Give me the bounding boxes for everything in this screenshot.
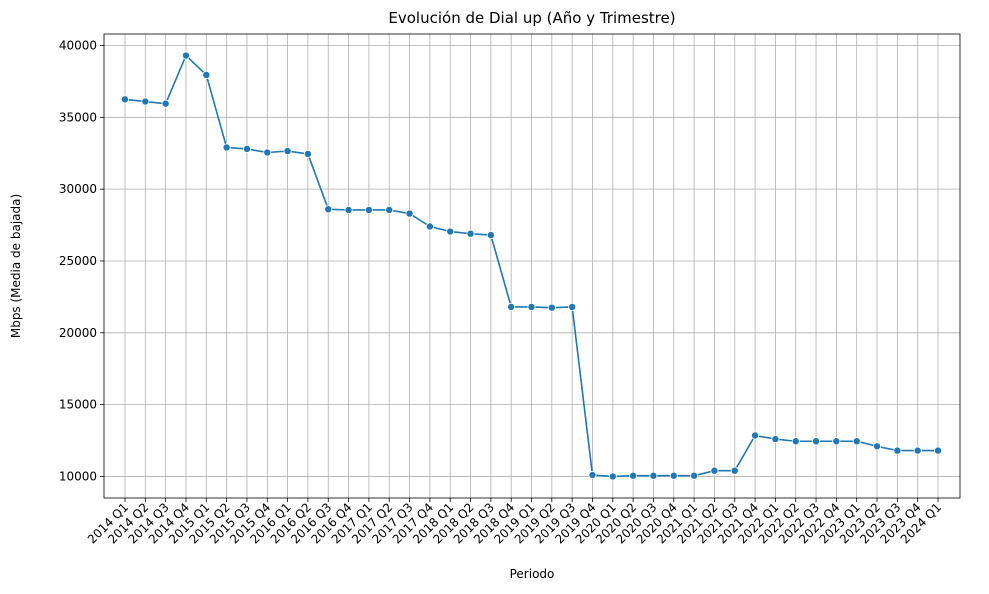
data-point [263, 148, 272, 157]
y-tick-label: 15000 [59, 398, 97, 412]
data-point [121, 95, 130, 104]
data-point [324, 205, 333, 214]
y-axis-ticks: 10000 15000 20000 25000 30000 35000 40000 [59, 38, 104, 483]
y-tick-label: 40000 [59, 38, 97, 52]
data-point [832, 437, 841, 446]
data-point [771, 435, 780, 444]
chart-title: Evolución de Dial up (Año y Trimestre) [388, 9, 675, 27]
data-point [364, 205, 373, 214]
data-point [141, 97, 150, 106]
data-point [629, 471, 638, 480]
data-point [466, 229, 475, 238]
data-point [446, 227, 455, 236]
grid-layer [104, 34, 960, 498]
data-point [588, 471, 597, 480]
data-point [303, 149, 312, 158]
data-point [852, 437, 861, 446]
data-point [547, 303, 556, 312]
data-point [730, 466, 739, 475]
data-point [486, 231, 495, 240]
x-axis-label: Periodo [510, 567, 555, 581]
y-tick-label: 35000 [59, 110, 97, 124]
data-point [344, 205, 353, 214]
data-point [873, 442, 882, 451]
data-point [568, 302, 577, 311]
data-point [202, 70, 211, 79]
data-point [893, 446, 902, 455]
y-tick-label: 10000 [59, 469, 97, 483]
data-point [690, 471, 699, 480]
data-point [507, 302, 516, 311]
data-point [527, 302, 536, 311]
plot-frame [103, 33, 961, 499]
data-point [934, 446, 943, 455]
data-point [283, 147, 292, 156]
data-point [812, 437, 821, 446]
data-point [751, 431, 760, 440]
data-point [222, 143, 231, 152]
data-point [385, 205, 394, 214]
data-point [649, 471, 658, 480]
y-tick-label: 30000 [59, 182, 97, 196]
y-tick-label: 20000 [59, 326, 97, 340]
y-axis-label: Mbps (Media de bajada) [9, 194, 23, 338]
data-point [791, 437, 800, 446]
y-tick-label: 25000 [59, 254, 97, 268]
data-point [669, 471, 678, 480]
data-point [181, 51, 190, 60]
data-point [161, 99, 170, 108]
data-point [405, 209, 414, 218]
series-layer [121, 51, 943, 481]
data-point [710, 466, 719, 475]
data-point [913, 446, 922, 455]
data-point [242, 144, 251, 153]
data-point [608, 472, 617, 481]
data-point [425, 222, 434, 231]
